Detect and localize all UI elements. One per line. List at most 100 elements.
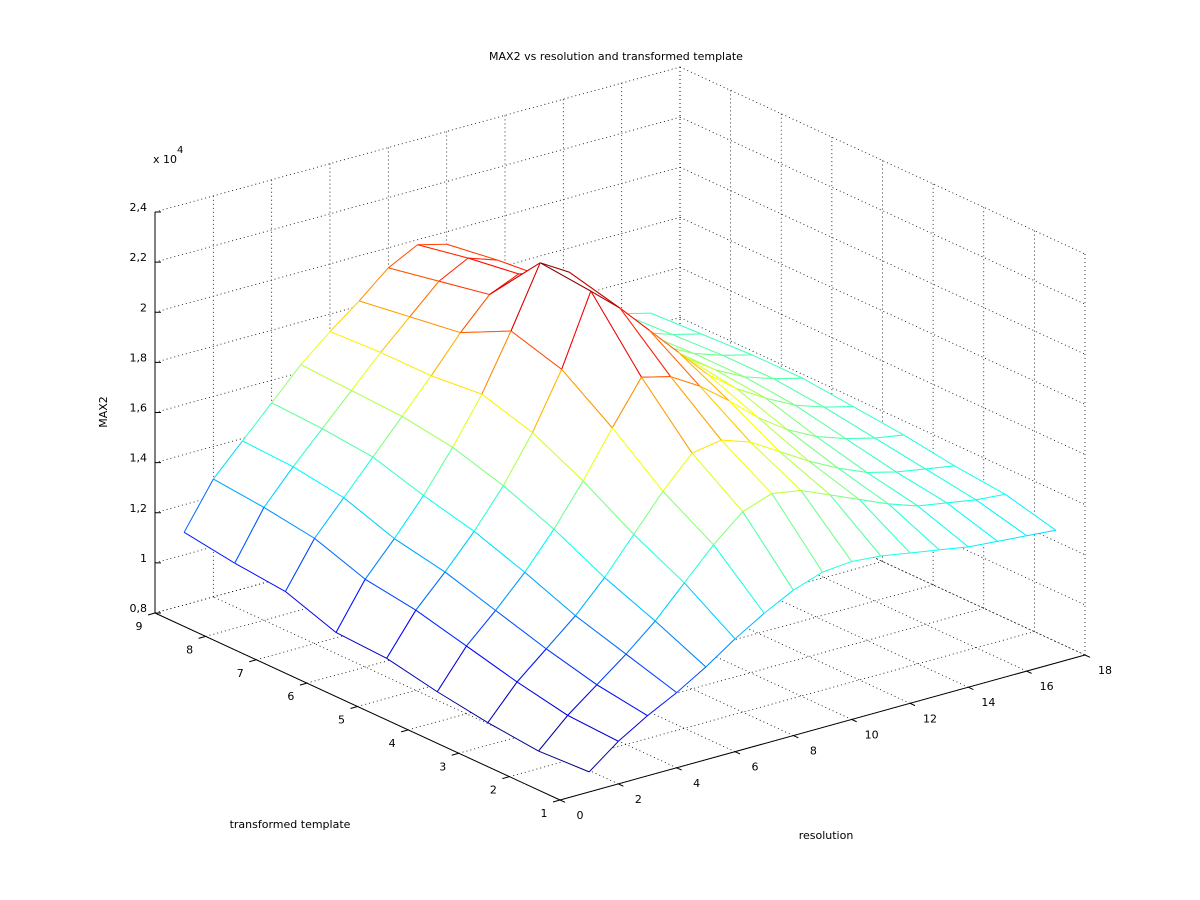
mesh-face <box>736 388 817 437</box>
mesh-face <box>524 529 605 616</box>
mesh-edge <box>641 376 671 378</box>
mesh-edge <box>824 406 854 408</box>
mesh-edge <box>829 494 882 557</box>
mesh-edge <box>888 503 918 507</box>
mesh-edge <box>751 354 803 379</box>
mesh-face <box>830 495 910 557</box>
y-tick-label: 9 <box>136 620 143 633</box>
mesh-face <box>380 316 461 376</box>
mesh-edge <box>364 578 417 611</box>
mesh-edge <box>567 684 598 716</box>
z-axis-label: MAX2 <box>97 396 110 428</box>
mesh-edge <box>917 505 969 548</box>
mesh-edge <box>859 499 889 505</box>
mesh-edge <box>787 429 817 438</box>
mesh-face <box>626 621 706 693</box>
mesh-face <box>946 499 1027 542</box>
mesh-edge <box>763 589 794 614</box>
mesh-face <box>765 398 846 439</box>
mesh-face <box>322 390 403 458</box>
mesh-face <box>590 291 671 378</box>
mesh-edge <box>524 528 555 573</box>
mesh-edge <box>625 620 656 655</box>
y-axis <box>154 612 561 801</box>
axes: 0246810121416181234567890,811,21,41,61,8… <box>130 201 1113 822</box>
mesh-edge <box>654 620 707 668</box>
mesh-edge <box>292 466 345 499</box>
mesh-edge <box>997 535 1027 542</box>
mesh-edge <box>750 441 780 453</box>
mesh-edge <box>654 582 685 622</box>
y-tick-label: 1 <box>541 807 548 820</box>
mesh-edge <box>676 666 707 693</box>
mesh-face <box>359 267 439 317</box>
mesh-face <box>787 429 868 473</box>
mesh-face <box>744 376 825 408</box>
mesh-edge <box>561 291 592 370</box>
mesh-edge <box>633 491 664 535</box>
y-tick-label: 4 <box>389 737 396 750</box>
mesh-face <box>867 472 947 506</box>
mesh-edge <box>415 609 467 647</box>
mesh-edge <box>742 493 773 513</box>
mesh-face <box>816 436 897 473</box>
mesh-face <box>758 417 838 469</box>
mesh-edge <box>837 467 889 505</box>
mesh-edge <box>545 615 576 650</box>
mesh-edge <box>773 377 803 380</box>
mesh-edge <box>728 400 780 452</box>
mesh-face <box>795 405 875 439</box>
mesh-edge <box>495 572 526 611</box>
mesh-face <box>546 615 627 685</box>
mesh-edge <box>722 354 774 380</box>
mesh-edge <box>691 452 744 513</box>
mesh-edge <box>575 615 627 655</box>
z-tick-label: 1,4 <box>130 452 148 465</box>
mesh-face <box>715 369 795 406</box>
x-tick <box>734 751 741 755</box>
z-exponent: 4 <box>177 145 183 156</box>
mesh-edge <box>925 468 977 501</box>
mesh-face <box>567 684 648 742</box>
mesh-face <box>896 468 977 503</box>
mesh-edge <box>734 612 765 640</box>
mesh-face <box>808 461 889 504</box>
mesh-edge <box>662 452 693 492</box>
mesh-edge <box>685 357 737 390</box>
mesh-edge <box>707 373 759 419</box>
mesh-edge <box>388 267 440 282</box>
mesh-face <box>596 654 677 716</box>
mesh-edge <box>672 334 724 356</box>
mesh-face <box>773 378 854 408</box>
x-tick <box>1084 654 1091 658</box>
mesh-edge <box>444 571 496 611</box>
mesh-face <box>561 291 642 428</box>
mesh-edge <box>641 376 693 454</box>
mesh-face <box>699 386 780 452</box>
mesh-face <box>693 353 774 379</box>
grid-line <box>154 116 681 263</box>
mesh-face <box>664 346 745 377</box>
mesh-edge <box>851 555 881 563</box>
mesh-edge <box>502 432 533 487</box>
mesh-edge <box>358 267 389 302</box>
mesh-face <box>445 531 525 611</box>
y-tick <box>249 659 257 663</box>
mesh-edge <box>794 404 825 408</box>
mesh-face <box>538 715 619 772</box>
mesh-edge <box>417 243 447 246</box>
mesh-face <box>343 457 424 539</box>
mesh-face <box>643 332 723 356</box>
mesh-edge <box>662 491 714 546</box>
mesh-edge <box>736 388 788 431</box>
y-tick <box>502 776 510 780</box>
x-tick <box>559 799 566 803</box>
y-tick-label: 7 <box>237 667 244 680</box>
y-tick <box>299 682 308 686</box>
x-tick <box>909 702 916 707</box>
mesh-edge <box>954 465 1006 495</box>
mesh-face <box>285 538 366 633</box>
mesh-edge <box>625 653 677 693</box>
mesh-edge <box>713 544 765 614</box>
mesh-edge <box>794 404 846 440</box>
